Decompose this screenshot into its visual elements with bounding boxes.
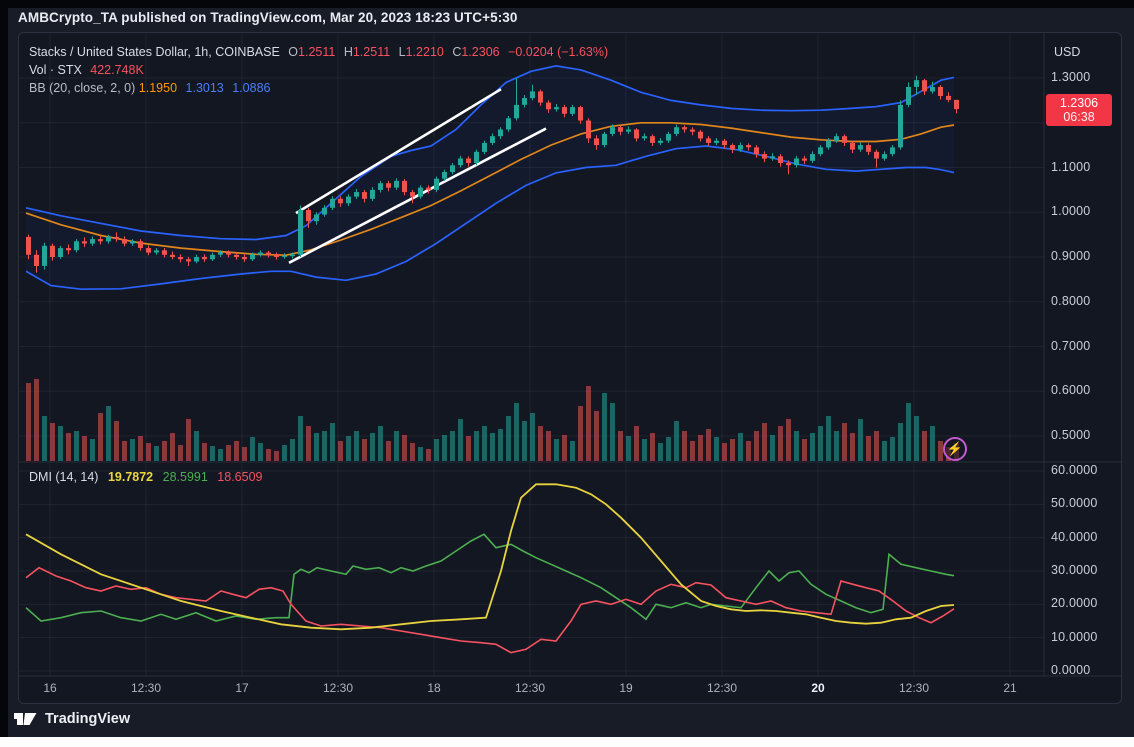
chart-frame: Stacks / United States Dollar, 1h, COINB… [18, 32, 1122, 704]
dmi-scale-tick[interactable]: 40.0000 [1051, 529, 1098, 544]
low-label: L [398, 45, 406, 59]
open-value: 1.2511 [298, 45, 336, 59]
price-scale-tick[interactable]: 0.7000 [1051, 338, 1091, 353]
footer-bar: TradingView [14, 709, 130, 729]
close-value: 1.2306 [461, 45, 500, 59]
currency-label: USD [1054, 45, 1081, 59]
high-value: 1.2511 [352, 45, 391, 59]
price-scale-tick[interactable]: 0.9000 [1051, 249, 1091, 263]
dmi-plus-value: 28.5991 [162, 470, 208, 484]
time-scale-tick[interactable]: 12:30 [514, 681, 546, 695]
symbol-legend: Stacks / United States Dollar, 1h, COINB… [29, 43, 613, 97]
price-badge-value: 1.2306 [1059, 96, 1099, 111]
bb-lower-value: 1.0886 [232, 81, 271, 95]
time-scale-tick[interactable]: 20 [811, 681, 825, 695]
dmi-minus-value: 18.6509 [217, 470, 263, 484]
dmi-scale-tick[interactable]: 50.0000 [1051, 496, 1098, 511]
dmi-scale-tick[interactable]: 20.0000 [1051, 596, 1098, 611]
time-scale-tick[interactable]: 12:30 [898, 681, 930, 695]
price-scale-tick[interactable]: 1.1000 [1051, 159, 1091, 174]
volume-label: Vol · STX [29, 63, 82, 77]
bb-basis-value: 1.1950 [138, 81, 178, 95]
bb-label: BB (20, close, 2, 0) [29, 81, 136, 95]
time-scale-tick[interactable]: 17 [235, 681, 249, 695]
lightning-icon: ⚡ [946, 441, 964, 456]
dmi-scale-tick[interactable]: 10.0000 [1051, 629, 1098, 644]
price-scale-tick[interactable]: 1.3000 [1051, 70, 1091, 84]
tradingview-logo-icon[interactable] [14, 709, 37, 729]
open-label: O [288, 45, 299, 59]
bb-upper-value: 1.3013 [185, 81, 224, 95]
dmi-scale-tick[interactable]: 0.0000 [1051, 663, 1091, 677]
dmi-legend: DMI (14, 14) 19.7872 28.5991 18.6509 [29, 470, 268, 484]
dmi-label: DMI (14, 14) [29, 470, 99, 484]
dmi-scale-tick[interactable]: 30.0000 [1051, 563, 1098, 577]
time-scale-tick[interactable]: 12:30 [322, 681, 354, 695]
change-value: −0.0204 (−1.63%) [508, 45, 609, 59]
price-scale-tick[interactable]: 0.6000 [1051, 383, 1091, 398]
volume-value: 422.748K [90, 63, 144, 77]
time-scale-tick[interactable]: 18 [427, 681, 441, 695]
symbol-title: Stacks / United States Dollar, 1h, COINB… [29, 45, 280, 59]
price-scale-tick[interactable]: 0.8000 [1051, 293, 1091, 308]
bottom-white-strip [0, 737, 1134, 747]
dmi-scale-tick[interactable]: 60.0000 [1051, 463, 1098, 477]
time-scale-tick[interactable]: 21 [1003, 681, 1017, 695]
low-value: 1.2210 [405, 45, 444, 59]
tradingview-brand-text[interactable]: TradingView [45, 711, 131, 727]
chart-plot-svg[interactable] [19, 33, 1121, 703]
boost-button[interactable]: ⚡ [943, 437, 967, 461]
time-scale-tick[interactable]: 16 [43, 681, 57, 695]
price-scale-tick[interactable]: 1.0000 [1051, 204, 1091, 219]
price-scale-tick[interactable]: 0.5000 [1051, 428, 1091, 442]
high-label: H [343, 45, 353, 59]
price-badge-countdown: 06:38 [1063, 110, 1095, 125]
dmi-adx-value: 19.7872 [107, 470, 154, 484]
published-caption: AMBCrypto_TA published on TradingView.co… [18, 10, 518, 25]
time-scale-tick[interactable]: 12:30 [706, 681, 738, 695]
close-label: C [452, 45, 462, 59]
time-scale-tick[interactable]: 12:30 [130, 681, 162, 695]
price-badge: 1.2306 06:38 [1046, 94, 1112, 127]
time-scale-tick[interactable]: 19 [619, 681, 633, 695]
